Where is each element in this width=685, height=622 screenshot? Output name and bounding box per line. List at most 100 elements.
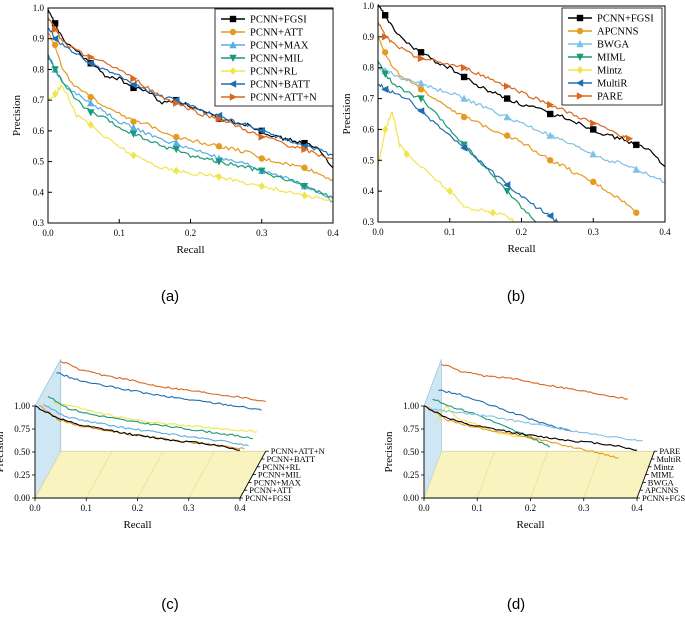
b-series-bwga-line [377, 66, 666, 184]
a-y-tick-label: 0.6 [33, 126, 45, 136]
panel-a-chart: 0.0 0.1 0.2 0.3 0.4 0.3 0.4 0.5 0.6 0.7 0.8 0.9 1.0 R… [11, 3, 339, 256]
b-series-pare-point [417, 54, 426, 63]
a-y-tick-label: 0.9 [33, 34, 45, 44]
b-y-tick-label: 0.7 [363, 94, 375, 104]
a-series-pcnn-att-n-point [301, 145, 309, 153]
b-x-tick-label: 0.1 [444, 227, 455, 237]
b-series-multir-point [546, 212, 554, 220]
b-legend-label-mintz: Mintz [597, 66, 622, 77]
b-series-pare-point [460, 64, 469, 72]
a-x-axis-label: Recall [176, 244, 204, 256]
a-x-tick-label: 0.2 [185, 228, 196, 238]
b-x-tick-label: 0.3 [588, 227, 600, 237]
b-legend-marker-miml [576, 53, 584, 61]
b-series-mintz-point [446, 187, 453, 196]
a-y-tick-label: 0.5 [33, 157, 45, 167]
a-series-pcnn-att-n-point [258, 133, 266, 141]
b-y-axis-label: Precision [341, 93, 353, 134]
b-legend-marker-bwga [576, 40, 584, 48]
b-series-pare-point [381, 33, 390, 41]
d-floor-grid-line [583, 451, 602, 499]
a-series-pcnn-att-n-point [130, 74, 138, 83]
c-y-tick-label: 0.75 [14, 424, 30, 434]
a-legend-marker-pcnn-att [229, 28, 237, 36]
b-x-tick-label: 0.2 [516, 227, 527, 237]
d-floor-grid-line [530, 451, 549, 499]
b-series-multir-point [417, 107, 425, 115]
d-depth-label-miml: MIML [651, 470, 674, 480]
a-series-pcnn-mil-point [258, 167, 266, 175]
c-y-axis-label: Precision [0, 431, 6, 472]
a-y-tick-label: 0.7 [33, 95, 45, 105]
b-series-pcnn-fgsi-point [503, 95, 511, 102]
a-series-pcnn-batt-point [86, 59, 94, 67]
b-y-tick-label: 1.0 [363, 1, 375, 11]
d-x-tick-label: 0.4 [631, 503, 643, 513]
c-series-pcnn-rl-line [52, 402, 258, 433]
a-series-pcnn-mil-line [47, 56, 334, 199]
a-series-pcnn-att-point [215, 143, 223, 150]
c-x-tick-label: 0.0 [29, 503, 41, 513]
a-legend-label-pcnn-fgsi: PCNN+FGSI [250, 15, 307, 26]
a-series-pcnn-mil-point [87, 109, 95, 117]
c-series-pcnn-batt-line [56, 372, 262, 411]
d-x-tick-label: 0.3 [578, 503, 590, 513]
a-legend-marker-pcnn-max [229, 41, 237, 49]
c-floor-grid-line [85, 451, 113, 499]
b-legend-marker-mintz [576, 66, 584, 74]
b-series-multir-point [460, 144, 468, 152]
a-series-pcnn-max-point [87, 99, 95, 107]
d-series-bwga-line [429, 408, 643, 442]
a-series-pcnn-fgsi-point [51, 20, 59, 27]
a-y-tick-label: 1.0 [33, 3, 45, 13]
panel-label-b: (b) [507, 288, 525, 305]
b-series-apcnns-point [381, 49, 389, 56]
b-legend-marker-apcnns [576, 27, 584, 35]
a-series-pcnn-rl-line [47, 83, 334, 203]
a-y-tick-label: 0.4 [33, 187, 45, 197]
a-series-pcnn-att-n-point [87, 53, 95, 61]
b-series-pcnn-fgsi-point [460, 73, 468, 81]
b-series-mintz-line [377, 111, 515, 223]
a-legend-marker-pcnn-att-n [229, 93, 237, 101]
a-x-tick-label: 0.3 [256, 228, 268, 238]
a-series-pcnn-batt-point [51, 35, 59, 43]
c-x-axis-label: Recall [123, 519, 151, 531]
d-y-tick-label: 0.25 [403, 470, 419, 480]
a-series-pcnn-att-n-point [215, 114, 223, 123]
d-series-pcnn-fgsi-line [423, 405, 637, 451]
c-y-tick-label: 0.00 [14, 493, 30, 503]
a-legend-marker-pcnn-rl [229, 67, 237, 75]
d-depth-label-apcnns: APCNNS [645, 485, 679, 495]
a-legend-label-pcnn-mil: PCNN+MIL [250, 54, 303, 65]
a-series-pcnn-att-n-point [173, 99, 181, 107]
a-series-pcnn-att-n-line [47, 17, 334, 160]
b-series-pcnn-fgsi-point [547, 110, 554, 118]
a-series-pcnn-fgsi-point [301, 139, 308, 147]
d-x-axis-label: Recall [516, 519, 544, 531]
b-series-mintz-point [489, 208, 496, 217]
b-series-multir-point [381, 85, 389, 94]
b-series-bwga-point [632, 165, 640, 173]
b-legend-label-miml: MIML [597, 53, 626, 64]
b-series-pare-point [547, 101, 555, 109]
a-legend-label-pcnn-att-n: PCNN+ATT+N [250, 93, 317, 104]
a-x-tick-label: 0.4 [327, 228, 339, 238]
b-series-apcnns-point [633, 209, 640, 216]
d-series-miml-line [432, 398, 551, 448]
b-series-bwga-point [460, 94, 468, 102]
c-series-pcnn-max-line [43, 403, 249, 447]
b-x-tick-label: 0.0 [372, 227, 384, 237]
b-y-tick-label: 0.5 [363, 155, 375, 165]
b-legend-label-multir: MultiR [597, 79, 627, 90]
a-series-pcnn-rl-point [51, 90, 59, 98]
b-series-pcnn-fgsi-point [590, 126, 597, 133]
c-depth-label-pcnn-batt: PCNN+BATT [267, 454, 317, 464]
b-series-pcnn-fgsi-point [417, 49, 425, 56]
b-legend-marker-multir [576, 79, 584, 87]
a-series-pcnn-rl-point [215, 172, 223, 181]
b-legend-label-bwga: BWGA [597, 40, 629, 51]
d-floor-grid-line [423, 451, 442, 499]
panel-label-d: (d) [507, 596, 525, 613]
a-series-pcnn-batt-point [129, 81, 137, 89]
